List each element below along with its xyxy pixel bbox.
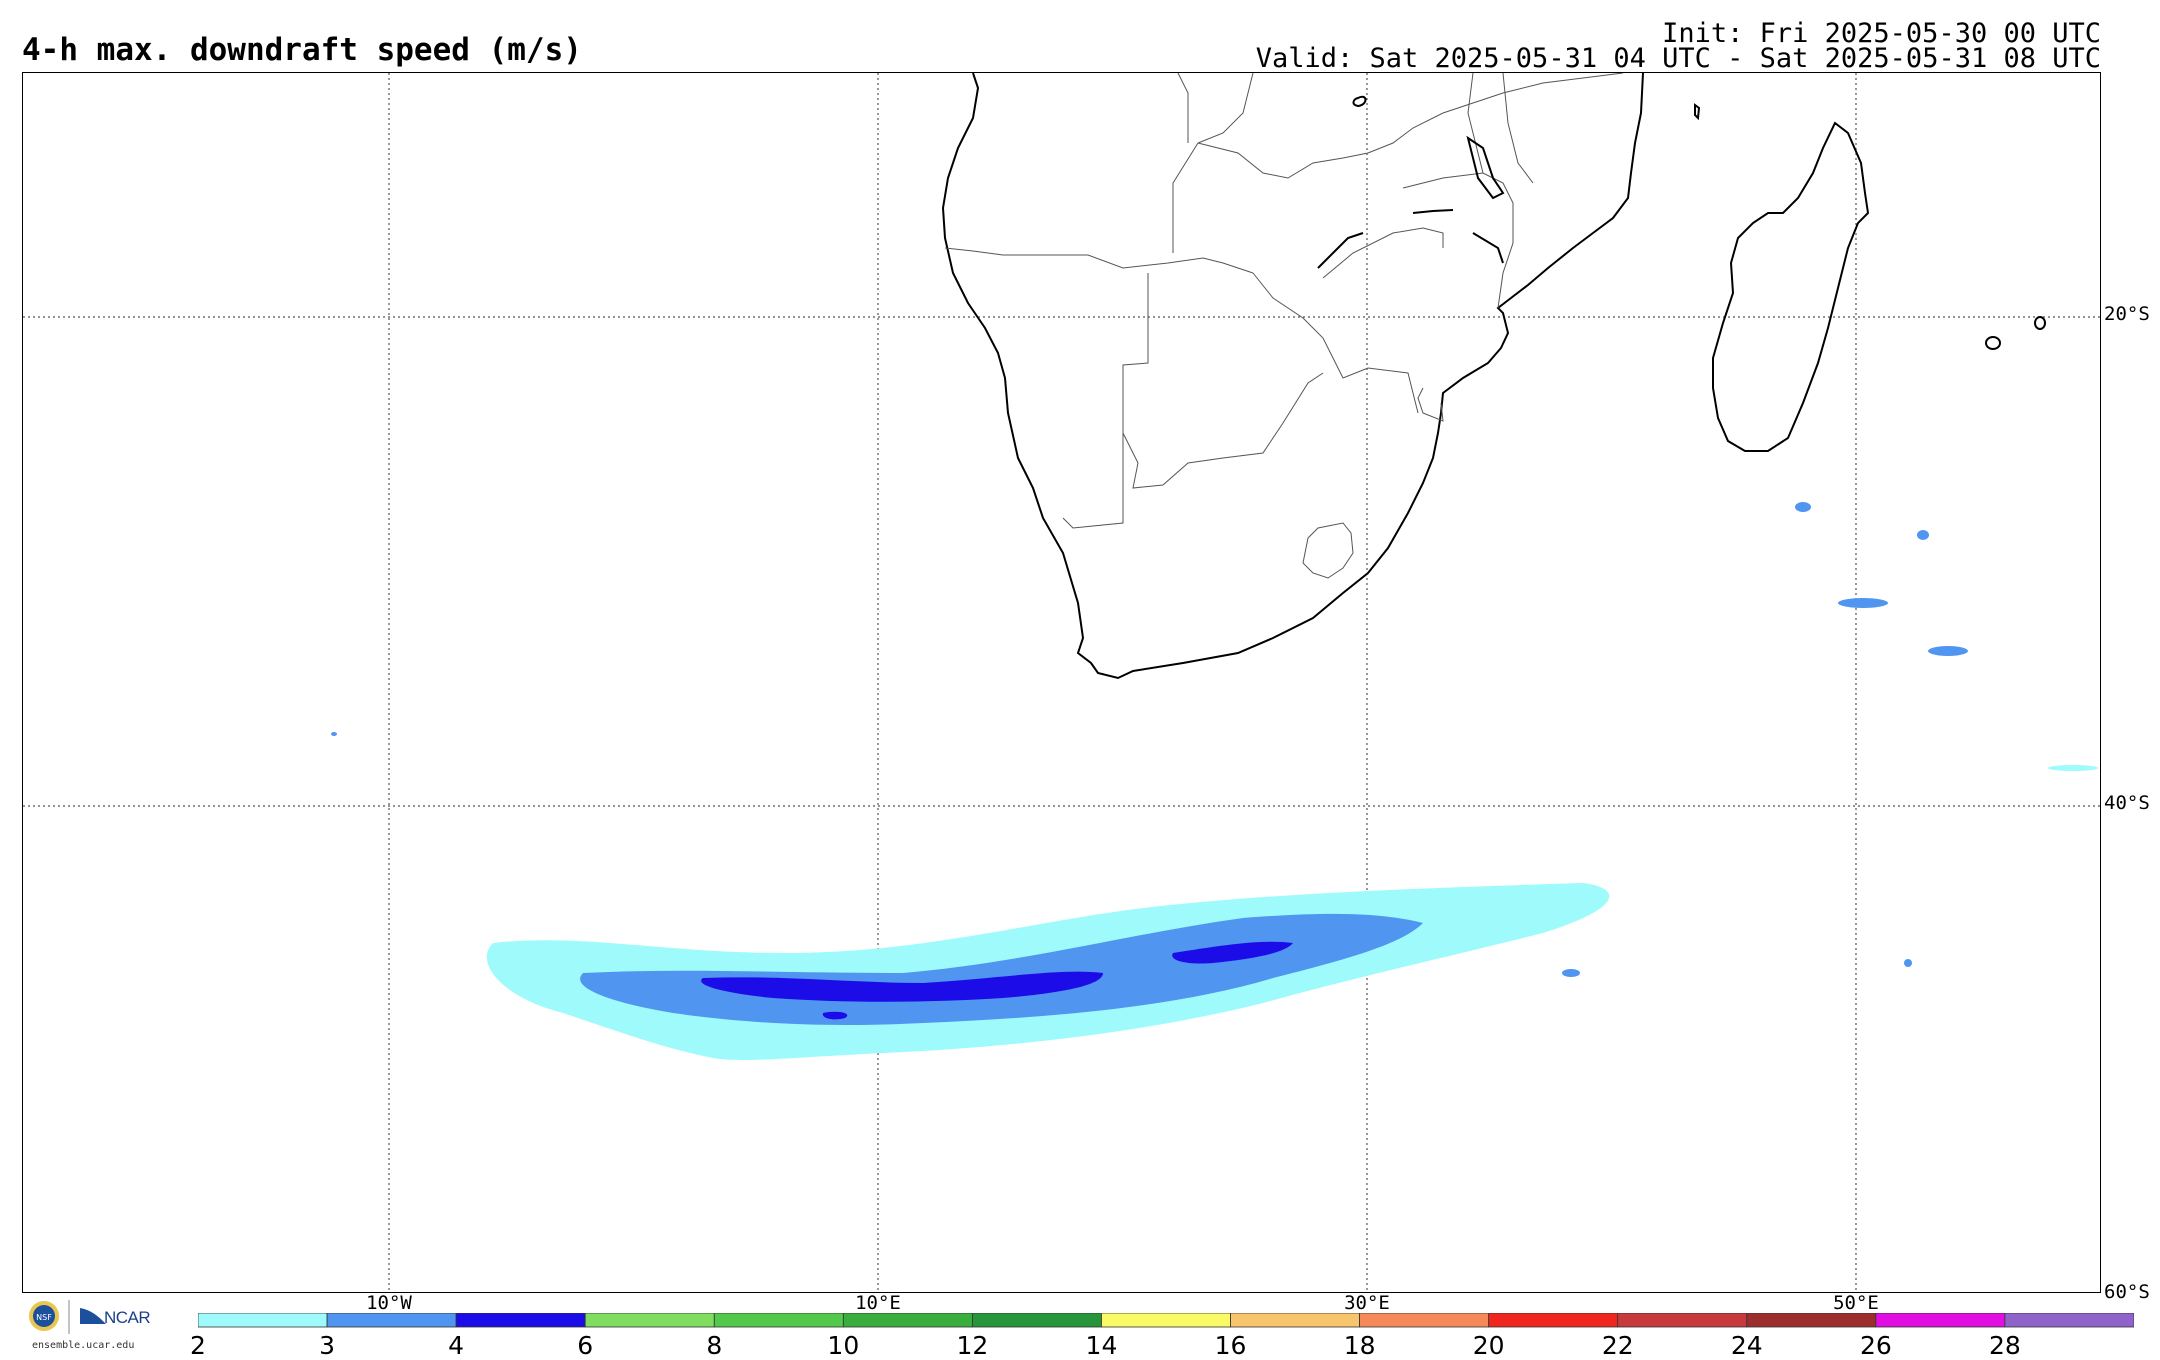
islands bbox=[1694, 103, 2046, 350]
colorbar-segment bbox=[1230, 1313, 1360, 1328]
lon-label-10w: 10°W bbox=[366, 1292, 412, 1314]
nsf-logo-text: NSF bbox=[36, 1313, 52, 1322]
shade-4-6-core bbox=[701, 971, 1103, 1002]
lakes bbox=[1317, 95, 1505, 269]
colorbar-segment bbox=[1875, 1313, 2006, 1328]
colorbar-segment bbox=[1617, 1313, 1748, 1328]
logo-area: NSF bbox=[22, 1298, 162, 1352]
cell-5 bbox=[2048, 765, 2098, 771]
colorbar-segment bbox=[1488, 1313, 1619, 1328]
colorbar-label: 22 bbox=[1601, 1331, 1634, 1360]
reunion-outline bbox=[2034, 316, 2046, 330]
colorbar-segment bbox=[584, 1313, 715, 1328]
colorbar-label: 10 bbox=[827, 1331, 860, 1360]
graticule bbox=[23, 73, 2100, 1292]
cell-6 bbox=[1562, 969, 1580, 977]
madagascar-coastline bbox=[1712, 121, 1870, 452]
colorbar-segment bbox=[842, 1313, 973, 1328]
valid-time: Valid: Sat 2025-05-31 04 UTC - Sat 2025-… bbox=[1255, 43, 2101, 74]
colorbar-label: 28 bbox=[1989, 1331, 2021, 1360]
colorbar-label: 26 bbox=[1859, 1331, 1892, 1360]
map-frame[interactable] bbox=[22, 72, 2101, 1293]
colorbar-label: 12 bbox=[956, 1331, 989, 1360]
cell-2 bbox=[1917, 530, 1929, 540]
shade-4-6-spot bbox=[822, 1011, 848, 1020]
colorbar-segment bbox=[972, 1313, 1102, 1328]
cell-7 bbox=[1904, 959, 1912, 967]
lat-label-60s: 60°S bbox=[2104, 1281, 2150, 1303]
mauritius-outline bbox=[1985, 336, 2001, 350]
colorbar-segment bbox=[198, 1313, 328, 1328]
colorbar-label: 20 bbox=[1472, 1331, 1505, 1360]
colorbar bbox=[198, 1313, 2134, 1328]
africa-coastline bbox=[941, 73, 1644, 680]
site-url: ensemble.ucar.edu bbox=[32, 1340, 135, 1351]
ncar-logo-text: NCAR bbox=[104, 1308, 151, 1327]
ncar-wave-icon bbox=[80, 1308, 106, 1324]
colorbar-segment bbox=[2004, 1313, 2134, 1328]
lon-label-50e: 50°E bbox=[1833, 1292, 1879, 1314]
map-canvas bbox=[23, 73, 2100, 1292]
colorbar-label: 24 bbox=[1730, 1331, 1763, 1360]
comoros-outline bbox=[1694, 103, 1701, 121]
colorbar-segment bbox=[326, 1313, 457, 1328]
cell-4 bbox=[1928, 646, 1968, 656]
colorbar-segment bbox=[713, 1313, 844, 1328]
colorbar-segment bbox=[1101, 1313, 1231, 1328]
cell-1 bbox=[1795, 502, 1811, 512]
colorbar-label: 18 bbox=[1343, 1331, 1376, 1360]
nsf-logo: NSF bbox=[29, 1300, 70, 1334]
colorbar-label: 6 bbox=[577, 1331, 594, 1360]
country-borders bbox=[944, 73, 1624, 579]
lat-label-40s: 40°S bbox=[2104, 792, 2150, 814]
colorbar-segment bbox=[455, 1313, 586, 1328]
lat-label-20s: 20°S bbox=[2104, 303, 2150, 325]
lon-label-10e: 10°E bbox=[855, 1292, 901, 1314]
init-time: Init: Fri 2025-05-30 00 UTC bbox=[1662, 18, 2101, 49]
colorbar-segment bbox=[1746, 1313, 1877, 1328]
shade-4-6-east bbox=[1172, 941, 1293, 964]
cell-8 bbox=[331, 732, 337, 736]
colorbar-label: 8 bbox=[706, 1331, 723, 1360]
colorbar-label: 14 bbox=[1085, 1331, 1118, 1360]
cell-3 bbox=[1838, 598, 1888, 608]
colorbar-segment bbox=[1359, 1313, 1490, 1328]
map-title: 4-h max. downdraft speed (m/s) bbox=[22, 32, 582, 68]
colorbar-label: 16 bbox=[1214, 1331, 1247, 1360]
colorbar-label: 2 bbox=[190, 1331, 206, 1360]
lon-label-30e: 30°E bbox=[1344, 1292, 1390, 1314]
colorbar-label: 4 bbox=[448, 1331, 465, 1360]
downdraft-field bbox=[331, 502, 2098, 1061]
colorbar-label: 3 bbox=[319, 1331, 336, 1360]
